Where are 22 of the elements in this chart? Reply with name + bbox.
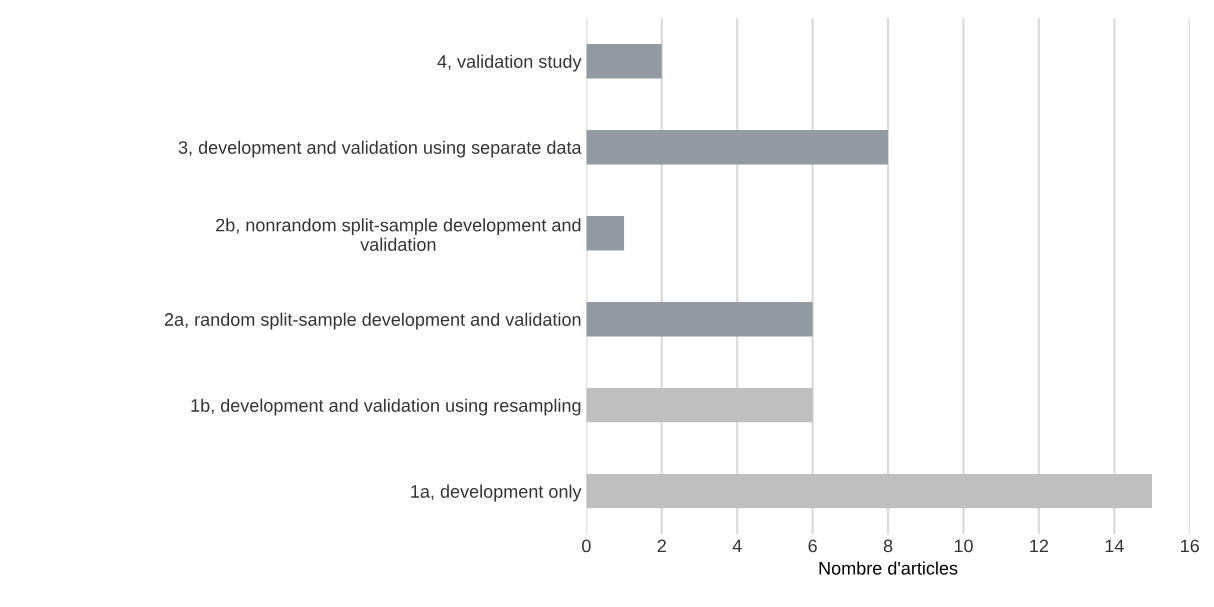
bar: [586, 130, 889, 165]
bar: [586, 387, 813, 423]
x-tick-label: 2: [657, 539, 666, 553]
bar: [586, 215, 625, 251]
y-tick-label: 4, validation study: [437, 54, 582, 72]
x-tick-label: 6: [808, 539, 817, 553]
y-tick-label: 2a, random split-sample development and validation: [164, 312, 581, 330]
bar: [586, 301, 813, 337]
x-tick-label: 16: [1181, 539, 1199, 553]
x-tick-label: 4: [732, 539, 742, 553]
y-tick-label: 1a, development only: [411, 484, 582, 502]
bar: [586, 473, 1153, 509]
x-tick-label: 8: [883, 539, 893, 553]
y-tick-label: 2b, nonrandom split-sample development and validation: [216, 218, 581, 251]
y-tick-label: 3, development and validation using separate data: [178, 140, 582, 158]
x-tick-label: 14: [1105, 539, 1124, 553]
x-tick-label: 0: [582, 539, 591, 553]
x-tick-label: 12: [1030, 539, 1049, 553]
bar: [586, 44, 662, 79]
y-tick-label: 1b, development and validation using resampling: [191, 398, 581, 416]
x-axis-title: Nombre d'articles: [819, 561, 958, 575]
x-tick-label: 10: [954, 539, 973, 553]
